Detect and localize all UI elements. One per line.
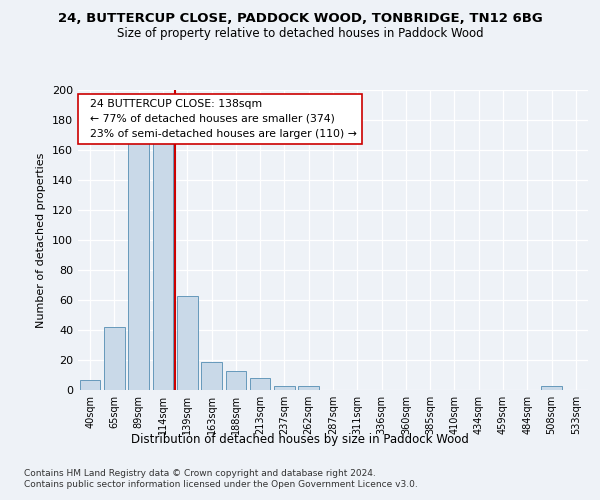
Bar: [226, 370, 246, 390]
Bar: [152, 135, 173, 390]
Text: 24 BUTTERCUP CLOSE: 138sqm
  ← 77% of detached houses are smaller (374)
  23% of: 24 BUTTERCUP CLOSE: 138sqm ← 77% of deta…: [83, 99, 357, 138]
Text: Contains public sector information licensed under the Open Government Licence v3: Contains public sector information licen…: [24, 480, 418, 489]
Text: Contains HM Land Registry data © Crown copyright and database right 2024.: Contains HM Land Registry data © Crown c…: [24, 469, 376, 478]
Bar: [128, 142, 149, 390]
Bar: [541, 386, 562, 390]
Text: 24, BUTTERCUP CLOSE, PADDOCK WOOD, TONBRIDGE, TN12 6BG: 24, BUTTERCUP CLOSE, PADDOCK WOOD, TONBR…: [58, 12, 542, 26]
Bar: [201, 362, 222, 390]
Bar: [298, 386, 319, 390]
Bar: [274, 386, 295, 390]
Bar: [250, 378, 271, 390]
Bar: [80, 380, 100, 390]
Bar: [177, 296, 197, 390]
Text: Size of property relative to detached houses in Paddock Wood: Size of property relative to detached ho…: [116, 28, 484, 40]
Bar: [104, 327, 125, 390]
Y-axis label: Number of detached properties: Number of detached properties: [37, 152, 46, 328]
Text: Distribution of detached houses by size in Paddock Wood: Distribution of detached houses by size …: [131, 432, 469, 446]
